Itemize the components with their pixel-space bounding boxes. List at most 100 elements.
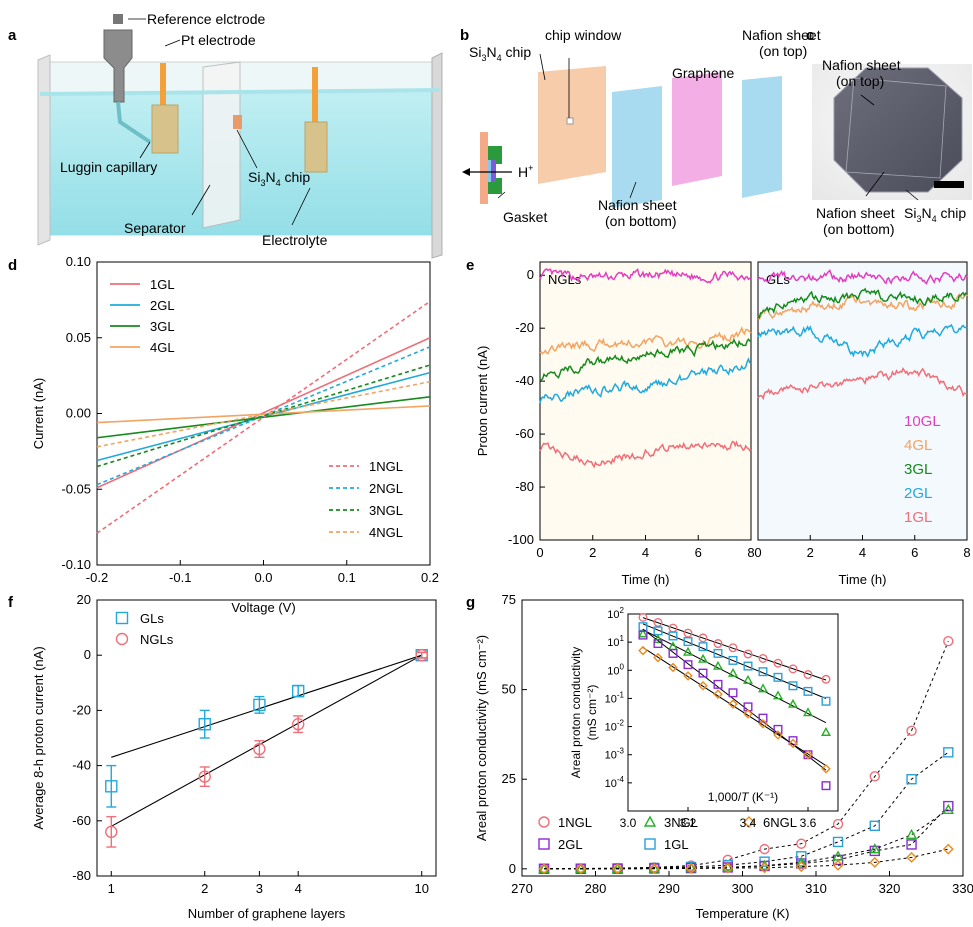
- label-pt-electrode: Pt electrode: [181, 32, 256, 48]
- y-tick-label: -20: [72, 702, 91, 717]
- data-point: [905, 828, 918, 840]
- chart-f: 1 2 3 4 10 20 0 -20 -40 -60 -80 Number of graphene …: [31, 592, 437, 921]
- photo-c: Nafion sheet (on top) Nafion sheet (on b…: [812, 57, 972, 237]
- data-point: [291, 718, 305, 731]
- data-point: [648, 862, 660, 873]
- label-gasket: Gasket: [503, 209, 547, 225]
- inset-data-point: [668, 648, 678, 658]
- label-photo-nafion-bottom-2: (on bottom): [823, 221, 895, 237]
- pt-plate-2: [304, 121, 328, 173]
- schematic-b: Si3N4 chip chip window Graphene Nafion s…: [462, 27, 821, 229]
- x-axis-label: Temperature (K): [696, 906, 790, 921]
- inset-x-tick-label: 3.4: [740, 816, 757, 830]
- inset-data-point: [638, 645, 648, 656]
- inset-data-point: [788, 664, 798, 674]
- label-photo-nafion-top-1: Nafion sheet: [822, 57, 901, 73]
- inset-data-point: [653, 652, 663, 663]
- inset-data-point: [743, 709, 753, 719]
- y-tick-label: -60: [515, 426, 534, 441]
- data-point: [575, 863, 587, 875]
- label-photo-nafion-bottom-1: Nafion sheet: [816, 205, 895, 221]
- series-line: [96, 364, 431, 468]
- label-proton: H+: [518, 163, 533, 180]
- panel-label-c: c: [806, 27, 814, 44]
- label-chip-window: chip window: [545, 27, 622, 43]
- series-trace: [539, 357, 752, 404]
- graphene-layer: [672, 72, 722, 186]
- side-chip: [480, 132, 488, 204]
- label-luggin-capillary: Luggin capillary: [60, 159, 157, 175]
- x-tick-label: 2: [201, 881, 208, 896]
- data-point: [942, 803, 954, 814]
- legend-label: 1NGL: [369, 459, 403, 474]
- inset-data-point: [683, 660, 693, 670]
- x-axis-label: Number of graphene layers: [188, 906, 346, 921]
- legend-marker: [115, 611, 129, 625]
- inset-data-point: [728, 688, 738, 698]
- inset-data-point: [698, 653, 708, 663]
- inset-data-point: [743, 661, 753, 671]
- y-tick-label: -100: [508, 532, 534, 547]
- inset-data-point: [788, 738, 798, 749]
- panel-label-e: e: [466, 257, 474, 274]
- legend-marker: [115, 632, 129, 646]
- legend-label: 3GL: [150, 319, 175, 334]
- inset-data-point: [788, 698, 798, 708]
- y-tick-label: -0.05: [61, 481, 91, 496]
- data-point: [942, 843, 954, 855]
- y-tick-label: 0.00: [66, 406, 91, 421]
- scale-bar: [934, 181, 964, 188]
- x-tick-label: 310: [805, 881, 827, 896]
- x-tick-label: 4: [859, 545, 866, 560]
- inset-data-point: [788, 681, 798, 691]
- si3n4-chip-square: [233, 115, 242, 129]
- inset-data-point: [803, 670, 813, 680]
- pt-wire-1: [160, 63, 166, 105]
- x-tick-label: 3: [256, 881, 263, 896]
- x-tick-label: 4: [642, 545, 649, 560]
- y-axis-label: Areal proton conductivity (mS cm⁻²): [474, 635, 489, 841]
- legend-label: NGLs: [140, 632, 174, 647]
- legend-marker: [538, 838, 550, 850]
- legend-label: 3NGL: [664, 815, 698, 830]
- fit-line: [111, 654, 422, 758]
- proton-arrowhead: [462, 168, 470, 176]
- inset-data-point: [758, 667, 768, 677]
- fit-curve: [544, 848, 949, 870]
- data-point: [611, 862, 624, 873]
- data-point: [648, 863, 660, 875]
- inset-data-point: [668, 631, 678, 641]
- tank-left-wall: [37, 54, 51, 246]
- x-tick-label: 2: [807, 545, 814, 560]
- inset-data-point: [638, 628, 648, 638]
- nafion-top-layer: [742, 76, 782, 198]
- inset-fit-line: [642, 617, 827, 681]
- pt-plate-1: [151, 104, 179, 154]
- pt-wire-2: [312, 67, 318, 122]
- inset-data-point: [713, 648, 723, 658]
- legend-label: GLs: [140, 611, 164, 626]
- inset-data-point: [773, 672, 783, 682]
- data-point: [943, 800, 954, 812]
- inset-data-point: [698, 680, 708, 691]
- series-line: [96, 300, 431, 534]
- tank-right-wall: [431, 52, 443, 259]
- legend-label: 1GL: [150, 277, 175, 292]
- inset-data-point: [713, 660, 723, 670]
- label-si3n4-chip-b: Si3N4 chip: [469, 44, 531, 63]
- x-tick-label: 6: [695, 545, 702, 560]
- series-trace: [539, 337, 752, 381]
- series-trace: [539, 267, 752, 284]
- panel-label-f: f: [8, 594, 14, 611]
- inset-data-point: [683, 646, 693, 656]
- inset-fit-line: [642, 628, 827, 771]
- legend-label: 4GL: [904, 437, 932, 454]
- series-trace: [757, 323, 968, 358]
- series-trace: [757, 292, 968, 320]
- label-separator: Separator: [124, 220, 186, 236]
- data-point: [198, 718, 211, 731]
- data-point: [722, 862, 734, 874]
- tank-front-rim: [40, 88, 440, 96]
- data-point: [943, 636, 954, 647]
